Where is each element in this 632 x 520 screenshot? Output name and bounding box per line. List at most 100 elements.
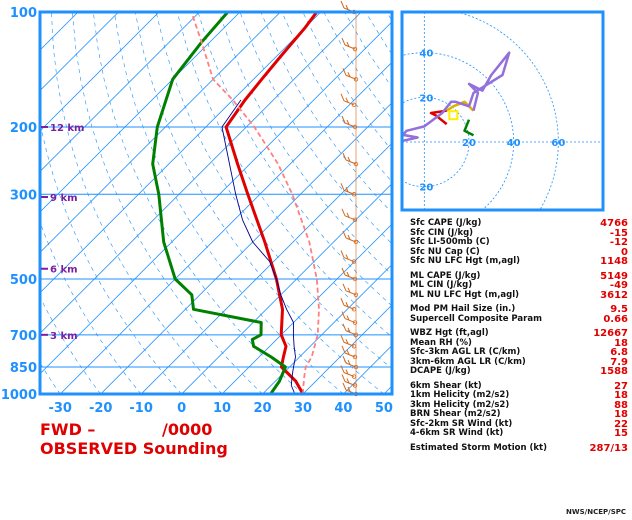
hodograph-v-label: 20 <box>419 183 433 194</box>
param-row: Sfc LI-500mb (C) -12 <box>410 237 632 248</box>
station-id: FWD – <box>40 420 96 439</box>
hodograph-trace <box>402 51 511 143</box>
param-label: Estimated Storm Motion (kt) <box>410 442 547 453</box>
hodograph-v-label: 20 <box>419 93 433 104</box>
wind-barb <box>342 355 359 370</box>
param-value: 7.9 <box>610 356 628 368</box>
param-row: 4-6km SR Wind (kt) 15 <box>410 428 632 439</box>
param-value: 287/13 <box>589 442 628 454</box>
dry-adiabat <box>114 12 344 394</box>
param-label: 1km Helicity (m2/s2) <box>410 390 510 400</box>
isotherm <box>181 183 392 394</box>
param-label: Sfc CAPE (J/kg) <box>410 218 482 228</box>
parcel-profile <box>190 12 320 394</box>
param-value: 1148 <box>600 256 628 267</box>
storm-motion-marker <box>448 110 459 121</box>
param-label: Mod PM Hail Size (in.) <box>410 304 516 314</box>
wind-barb <box>341 115 358 130</box>
param-label: 3km-6km AGL LR (C/km) <box>410 356 526 367</box>
dry-adiabat <box>51 12 223 394</box>
param-value: 88 <box>614 399 628 411</box>
height-marker-label: 9 km <box>50 193 78 204</box>
param-row: 3km Helicity (m2/s2) 88 <box>410 399 632 411</box>
wind-barb <box>342 152 359 167</box>
temperature-tick-label: -10 <box>129 401 153 416</box>
pressure-label: 500 <box>10 273 37 288</box>
pressure-label: 300 <box>10 188 37 203</box>
param-value: -12 <box>609 237 628 248</box>
skew-t-profiles <box>151 12 320 394</box>
dry-adiabat <box>155 12 392 369</box>
param-label: Supercell Composite Param <box>410 313 542 324</box>
credit-text: NWS/NCEP/SPC <box>566 508 626 516</box>
isotherm <box>40 21 392 375</box>
param-label: Mean RH (%) <box>410 337 472 348</box>
param-row: Mod PM Hail Size (in.) 9.5 <box>410 304 632 315</box>
param-row: WBZ Hgt (ft,agl) 12667 <box>410 328 632 339</box>
param-label: 6km Shear (kt) <box>410 380 482 391</box>
pressure-label: 850 <box>10 361 37 376</box>
param-value: 5149 <box>600 270 628 282</box>
pressure-label: 1000 <box>1 388 37 403</box>
param-value: 3612 <box>600 289 628 301</box>
wind-barb <box>341 208 358 223</box>
dry-adiabat <box>281 12 392 183</box>
param-value: -15 <box>609 227 628 239</box>
param-row: BRN Shear (m2/s2) 18 <box>410 409 632 420</box>
param-value: 12667 <box>593 328 628 339</box>
parameter-table: Sfc CAPE (J/kg) 4766 Sfc CIN (J/kg) -15 Sfc … <box>410 218 632 454</box>
wind-barb <box>341 345 358 360</box>
hodograph-segment-mid <box>429 109 448 126</box>
param-label: DCAPE (J/kg) <box>410 366 471 376</box>
wind-barb <box>341 374 358 388</box>
height-marker-label: 3 km <box>50 331 78 342</box>
param-value: 6.8 <box>610 347 628 358</box>
dry-adiabat <box>197 12 392 307</box>
param-label: ML CIN (J/kg) <box>410 280 473 290</box>
isotherm <box>40 12 281 253</box>
hodograph-ring <box>402 52 515 210</box>
dry-adiabat <box>323 12 392 120</box>
param-row: Sfc CAPE (J/kg) 4766 <box>410 218 632 229</box>
dry-adiabat <box>176 12 392 338</box>
wind-barb <box>340 250 357 264</box>
temperature-tick-label: -30 <box>48 401 72 416</box>
temperature-tick-label: 0 <box>177 401 186 416</box>
temperature-tick-label: 10 <box>213 401 231 416</box>
sounding-time: /0000 <box>162 420 213 439</box>
hodograph-segment-upper <box>402 51 511 143</box>
hodograph-u-label: 40 <box>507 138 521 149</box>
temperature-tick-label: 40 <box>334 401 352 416</box>
isotherm <box>100 102 392 394</box>
param-label: BRN Shear (m2/s2) <box>410 409 501 419</box>
param-row: DCAPE (J/kg) 1588 <box>410 366 632 377</box>
param-label: 4-6km SR Wind (kt) <box>410 428 504 438</box>
temperature-tick-label: -20 <box>89 401 113 416</box>
param-value: 18 <box>614 409 628 420</box>
param-label: Sfc CIN (J/kg) <box>410 227 474 238</box>
pressure-label: 700 <box>10 329 37 344</box>
param-label: ML NU LFC Hgt (m,agl) <box>410 289 520 300</box>
param-value: 27 <box>614 380 628 392</box>
virtual-profile <box>221 99 296 394</box>
wind-barb <box>342 283 359 298</box>
param-row: ML CAPE (J/kg) 5149 <box>410 270 632 282</box>
param-value: 18 <box>614 390 628 401</box>
isotherm <box>40 12 362 334</box>
height-marker-label: 12 km <box>50 123 84 134</box>
param-row: Sfc NU Cap (C) 0 <box>410 246 632 258</box>
param-label: Sfc NU LFC Hgt (m,agl) <box>410 256 521 266</box>
hodograph-segment-low <box>463 119 475 137</box>
dry-adiabat <box>260 12 392 214</box>
param-value: 0.66 <box>603 313 628 325</box>
param-row: Sfc-2km SR Wind (kt) 22 <box>410 419 632 430</box>
wind-barb <box>342 230 359 245</box>
temperature-tick-label: 30 <box>294 401 312 416</box>
wind-barbs <box>340 0 359 397</box>
hodograph-u-label: 60 <box>551 138 565 149</box>
dry-adiabat <box>365 12 392 55</box>
isotherm <box>40 12 160 132</box>
param-label: 3km Helicity (m2/s2) <box>410 399 510 410</box>
isotherm <box>262 263 392 394</box>
param-value: 0 <box>621 246 628 258</box>
